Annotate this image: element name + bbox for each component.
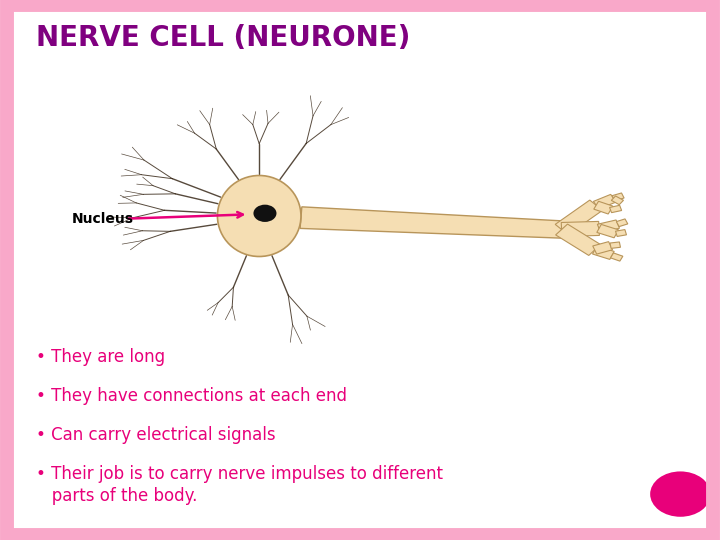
Text: Nucleus: Nucleus <box>72 212 134 226</box>
Text: • They are long: • They are long <box>36 348 165 366</box>
Polygon shape <box>300 207 562 238</box>
Polygon shape <box>611 196 624 205</box>
Polygon shape <box>611 253 623 261</box>
Circle shape <box>253 205 276 222</box>
Polygon shape <box>593 194 616 209</box>
Circle shape <box>650 471 711 517</box>
Polygon shape <box>555 200 603 234</box>
Polygon shape <box>610 242 621 248</box>
Ellipse shape <box>217 176 301 256</box>
Polygon shape <box>616 219 628 227</box>
Polygon shape <box>612 193 624 201</box>
Text: • Can carry electrical signals: • Can carry electrical signals <box>36 426 276 444</box>
Polygon shape <box>562 221 599 237</box>
Polygon shape <box>616 230 626 237</box>
Text: • They have connections at each end: • They have connections at each end <box>36 387 347 405</box>
Polygon shape <box>594 201 613 214</box>
Polygon shape <box>593 241 613 254</box>
Polygon shape <box>598 220 619 233</box>
Polygon shape <box>556 224 600 255</box>
Polygon shape <box>593 246 614 259</box>
Text: • Their job is to carry nerve impulses to different
   parts of the body.: • Their job is to carry nerve impulses t… <box>36 465 443 505</box>
Polygon shape <box>597 225 618 238</box>
Polygon shape <box>610 205 621 213</box>
Text: NERVE CELL (NEURONE): NERVE CELL (NEURONE) <box>36 24 410 52</box>
